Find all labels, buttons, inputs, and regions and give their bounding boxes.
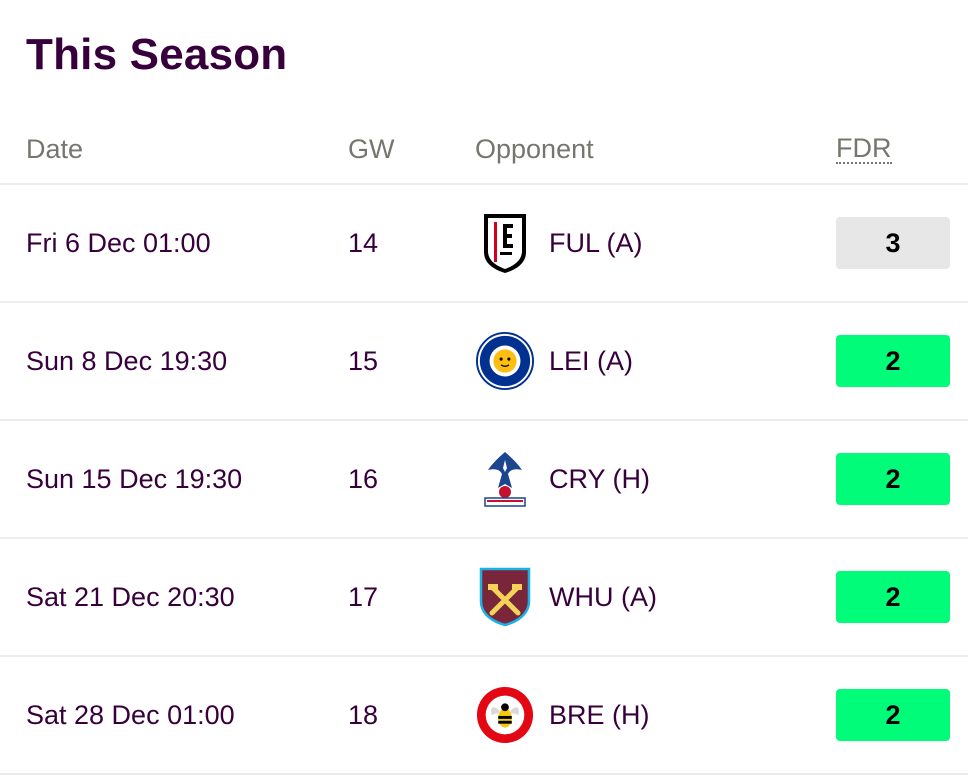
fixture-gameweek: 15	[348, 345, 379, 376]
fixture-gameweek: 14	[348, 227, 379, 258]
opponent-label: LEI (A)	[549, 345, 634, 376]
fdr-badge: 2	[836, 689, 950, 741]
opponent-label: FUL (A)	[549, 227, 643, 258]
fixture-opponent: CRY (H)	[476, 421, 650, 537]
fixture-opponent: LEI (A)	[476, 303, 633, 419]
header-opponent: Opponent	[475, 134, 594, 164]
fixture-gameweek: 17	[348, 581, 379, 612]
table-row: Sun 15 Dec 19:30 16 CRY (H) 2	[0, 421, 968, 539]
fixture-date: Sat 21 Dec 20:30	[26, 581, 235, 612]
fdr-badge: 2	[836, 453, 950, 505]
fulham-crest-icon	[476, 212, 534, 274]
fixture-date: Sun 15 Dec 19:30	[26, 463, 243, 494]
fixture-date: Fri 6 Dec 01:00	[26, 227, 211, 258]
fixture-date: Sat 28 Dec 01:00	[26, 699, 235, 730]
fixture-opponent: FUL (A)	[476, 185, 643, 301]
opponent-label: CRY (H)	[549, 463, 651, 494]
header-date: Date	[26, 134, 84, 164]
fdr-badge: 3	[836, 217, 950, 269]
opponent-label: BRE (H)	[549, 699, 650, 730]
fixture-date: Sun 8 Dec 19:30	[26, 345, 228, 376]
fdr-badge: 2	[836, 335, 950, 387]
table-row: Sat 28 Dec 01:00 18 BRE (H) 2	[0, 657, 968, 775]
fixture-opponent: BRE (H)	[476, 657, 650, 773]
header-gw: GW	[348, 134, 395, 164]
opponent-label: WHU (A)	[549, 581, 657, 612]
crystal-palace-crest-icon	[476, 448, 534, 510]
table-row: Sat 21 Dec 20:30 17 WHU (A) 2	[0, 539, 968, 657]
fixture-opponent: WHU (A)	[476, 539, 657, 655]
brentford-crest-icon	[476, 684, 534, 746]
fixture-gameweek: 16	[348, 463, 379, 494]
table-header: Date GW Opponent FDR	[0, 128, 968, 185]
header-fdr[interactable]: FDR	[836, 133, 892, 164]
leicester-crest-icon	[476, 330, 534, 392]
table-row: Fri 6 Dec 01:00 14 FUL (A) 3	[0, 185, 968, 303]
table-row: Sun 8 Dec 19:30 15 LEI (A) 2	[0, 303, 968, 421]
page-title: This Season	[26, 30, 288, 79]
west-ham-crest-icon	[476, 566, 534, 628]
fixture-gameweek: 18	[348, 699, 379, 730]
fdr-badge: 2	[836, 571, 950, 623]
